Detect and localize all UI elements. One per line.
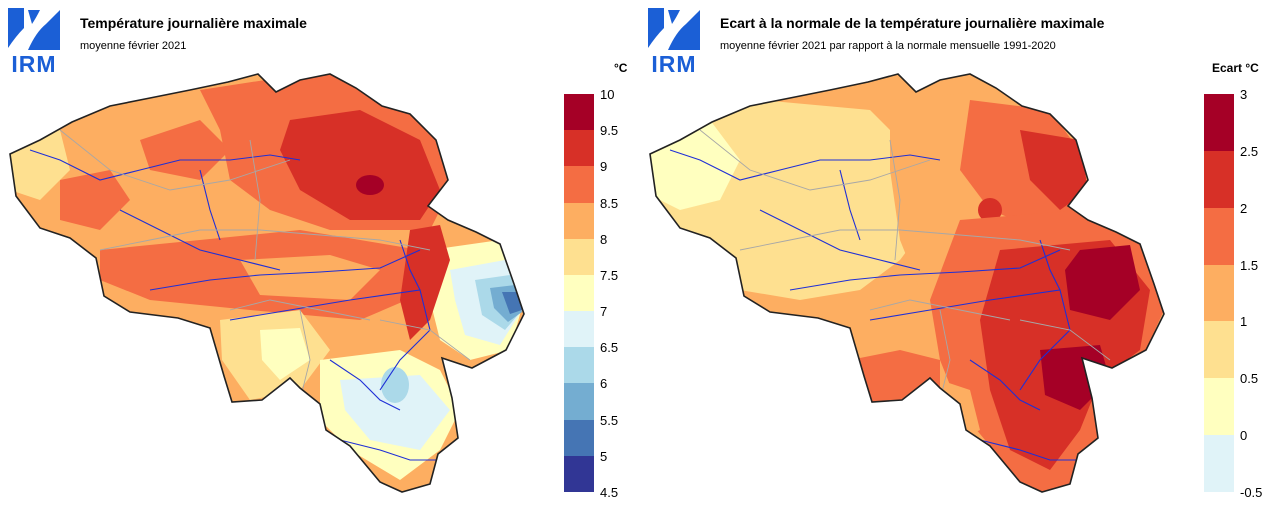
legend-tick-label: 0 (1240, 428, 1248, 444)
legend-tick-label: 1.5 (1240, 257, 1259, 273)
legend-swatch (564, 383, 594, 421)
legend-swatch (564, 166, 594, 204)
legend-tick-label: 10 (600, 87, 615, 102)
legend-swatch (564, 130, 594, 167)
color-legend: 10 9.5 9 8.5 8 7.5 7 6.5 6 5.5 5 4.5 (564, 88, 618, 499)
legend-swatch (564, 238, 594, 276)
irm-logo-icon (648, 8, 700, 50)
irm-logo-text: IRM (651, 51, 697, 77)
legend-swatch (1204, 150, 1234, 209)
legend-swatch (1204, 207, 1234, 266)
legend-swatch (1204, 435, 1234, 493)
belgium-outline (9, 73, 525, 493)
legend-swatch (564, 419, 594, 457)
legend-tick-label: 8 (600, 231, 608, 247)
legend-swatch (564, 347, 594, 384)
legend-swatch (1204, 378, 1234, 436)
legend-swatch (564, 455, 594, 493)
legend-swatch (564, 311, 594, 348)
color-legend: 3 2.5 2 1.5 1 0.5 0 -0.5 (1204, 88, 1262, 499)
legend-tick-label: 7.5 (600, 267, 619, 283)
map-title: Ecart à la normale de la température jou… (720, 15, 1105, 31)
legend-unit: °C (614, 61, 628, 75)
belgium-outline (649, 73, 1165, 493)
legend-tick-label: 4.5 (600, 485, 619, 500)
map-subtitle: moyenne février 2021 (80, 40, 187, 52)
legend-tick-label: 6 (600, 376, 608, 392)
legend-swatch (564, 274, 594, 312)
legend-swatch (1204, 321, 1234, 379)
legend-tick-label: 6.5 (600, 340, 619, 356)
legend-tick-label: 1 (1240, 314, 1248, 330)
legend-tick-label: 9 (600, 159, 608, 175)
legend-tick-label: 8.5 (600, 195, 619, 211)
legend-tick-label: 7 (600, 304, 608, 320)
legend-tick-label: 2 (1240, 200, 1248, 216)
irm-logo: IRM (6, 6, 62, 77)
map-title: Température journalière maximale (80, 15, 307, 31)
irm-logo-text: IRM (11, 51, 57, 77)
irm-logo-icon (8, 8, 60, 50)
legend-swatch (564, 94, 594, 131)
irm-logo: IRM (646, 6, 702, 77)
legend-tick-label: 3 (1240, 87, 1248, 102)
panel-temperature-anomaly: IRM Ecart à la normale de la température… (640, 0, 1280, 507)
legend-unit: Ecart °C (1212, 61, 1259, 75)
panel-temperature-max: IRM Température journalière maximale moy… (6, 6, 628, 499)
legend-swatch (564, 202, 594, 240)
legend-swatch (1204, 264, 1234, 322)
map-subtitle: moyenne février 2021 par rapport à la no… (720, 40, 1056, 52)
legend-tick-label: 0.5 (1240, 371, 1259, 387)
legend-tick-label: 9.5 (600, 123, 619, 139)
belgium-temperature-map (9, 73, 525, 493)
legend-tick-label: 5 (600, 448, 608, 464)
legend-tick-label: 5.5 (600, 412, 619, 428)
legend-tick-label: -0.5 (1240, 485, 1263, 500)
legend-swatch (1204, 94, 1234, 152)
belgium-anomaly-map (649, 73, 1165, 493)
legend-tick-label: 2.5 (1240, 143, 1259, 159)
